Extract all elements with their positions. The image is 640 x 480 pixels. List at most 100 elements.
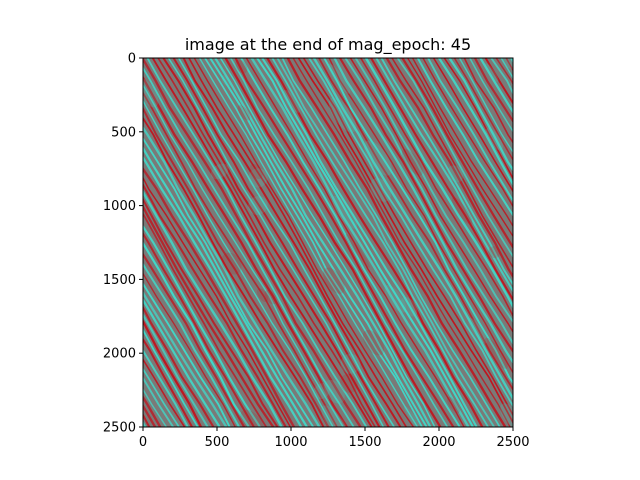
y-tick-label: 2500 (103, 421, 136, 436)
red-stripe (495, 58, 513, 86)
cyan-stripe (208, 58, 428, 427)
cyan-stripe (344, 58, 513, 346)
red-stripe (193, 58, 415, 427)
cyan-stripe (143, 66, 355, 427)
red-stripe (143, 116, 325, 427)
texture-patch (451, 197, 473, 225)
cyan-stripe (167, 58, 385, 427)
cyan-stripe (416, 58, 513, 218)
red-stripe (401, 58, 513, 250)
texture-patch (340, 353, 361, 374)
texture-patch (488, 246, 501, 259)
cyan-stripe (143, 189, 283, 427)
cyan-stripe (146, 58, 368, 427)
red-stripe (432, 58, 513, 194)
texture-patch (345, 234, 370, 268)
texture-patch (446, 396, 460, 414)
texture-patch (282, 90, 301, 113)
texture-patch (370, 177, 392, 202)
texture-patch (221, 252, 242, 275)
texture-patch (340, 374, 358, 393)
texture-patch (264, 289, 277, 305)
texture-patch (210, 163, 229, 180)
red-stripe (463, 58, 513, 144)
texture-patch (328, 63, 351, 94)
red-stripe (224, 58, 442, 427)
texture-patch (500, 403, 513, 427)
y-tick-label: 0 (128, 52, 136, 67)
cyan-stripe (219, 58, 436, 427)
cyan-stripe (281, 58, 501, 427)
red-stripe (0, 54, 144, 431)
cyan-stripe (143, 312, 209, 427)
texture-patch (332, 195, 358, 229)
red-stripe (520, 54, 640, 431)
y-tick-label: 2000 (103, 347, 136, 362)
heatmap-image (0, 54, 640, 431)
red-stripe (234, 58, 455, 427)
red-stripe (157, 58, 377, 427)
red-stripe (514, 54, 640, 431)
texture-patch (485, 128, 504, 151)
texture-patch (235, 59, 248, 74)
red-stripe (292, 58, 511, 427)
cyan-stripe (143, 328, 199, 427)
red-stripe (505, 58, 513, 72)
texture-patch (249, 163, 263, 180)
red-stripe (143, 403, 157, 427)
cyan-stripe (375, 58, 513, 293)
y-tick-label: 1000 (103, 199, 136, 214)
red-stripe (162, 58, 381, 427)
red-stripe (297, 58, 513, 425)
x-tick-label: 2500 (496, 435, 529, 450)
y-tick-label: 500 (111, 125, 136, 140)
cyan-stripe (250, 58, 470, 427)
cyan-stripe (307, 58, 513, 408)
red-stripe (143, 395, 162, 427)
texture-patch (237, 105, 251, 121)
cyan-stripe (333, 58, 513, 365)
red-stripe (411, 58, 513, 228)
texture-patch (484, 63, 499, 83)
red-stripe (422, 58, 513, 208)
red-stripe (143, 231, 256, 427)
red-stripe (143, 412, 151, 427)
red-stripe (349, 58, 513, 334)
red-stripe (328, 58, 513, 375)
texture-patch (240, 409, 265, 427)
red-stripe (143, 212, 268, 427)
texture-patch (401, 148, 423, 176)
cyan-stripe (143, 262, 241, 427)
cyan-stripe (143, 146, 309, 427)
texture-patch (221, 75, 231, 87)
cyan-stripe (143, 99, 334, 427)
red-stripe (286, 58, 507, 427)
red-stripe (525, 54, 640, 431)
red-stripe (143, 204, 275, 427)
cyan-stripe (530, 54, 640, 431)
y-axis: 0 500 1000 1500 2000 2500 (103, 52, 143, 436)
red-stripe (143, 182, 287, 427)
cyan-stripe (380, 58, 513, 287)
cyan-stripe (240, 58, 461, 427)
red-stripe (143, 272, 237, 427)
x-tick-label: 2000 (422, 435, 455, 450)
cyan-stripe (271, 58, 490, 427)
red-stripe (406, 58, 513, 238)
cyan-stripe (312, 58, 513, 401)
texture-patch (256, 288, 269, 302)
red-stripe (302, 58, 513, 417)
red-stripe (182, 58, 402, 427)
cyan-stripe (143, 224, 262, 427)
x-tick-label: 500 (205, 435, 230, 450)
red-stripe (143, 176, 292, 427)
x-tick-label: 1500 (348, 435, 381, 450)
cyan-stripe (143, 125, 321, 427)
texture-patch (484, 337, 508, 369)
texture-patch (400, 296, 418, 317)
red-stripe (172, 58, 390, 427)
texture-patch (362, 329, 385, 356)
red-stripe (143, 91, 338, 427)
texture-patch (364, 140, 392, 176)
